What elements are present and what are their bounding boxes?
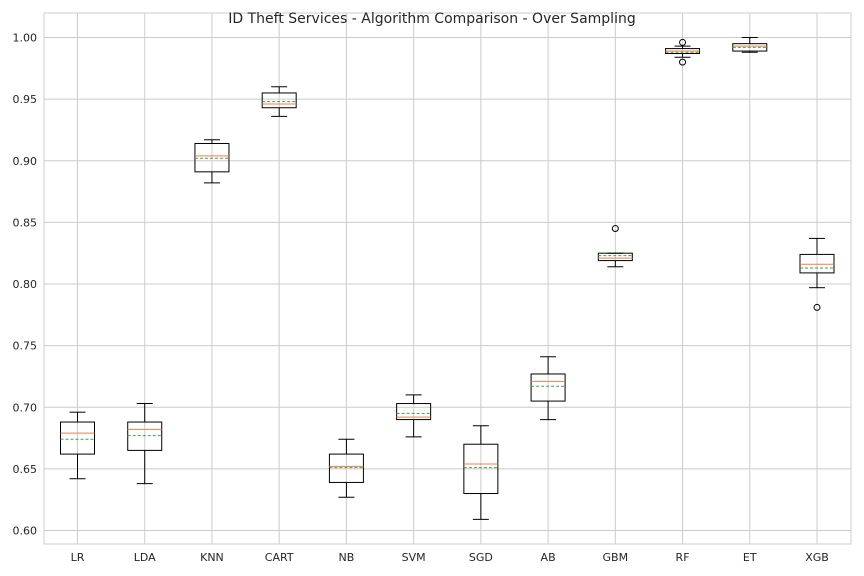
y-tick-labels: 0.60 0.65 0.70 0.75 0.80 0.85 0.90 0.95 1.00 [13,32,38,538]
iqr-box [530,373,566,402]
iqr-box [396,403,432,421]
y-tick-label: 0.75 [13,340,38,353]
outlier-point [813,303,821,311]
y-tick-label: 0.90 [13,155,38,168]
box-lda [127,403,163,485]
box-gbm [597,225,633,268]
y-tick-label: 0.70 [13,401,38,414]
outlier-point [679,58,687,66]
x-tick-label: LDA [134,551,156,564]
box-cart [261,86,297,117]
y-tick-label: 0.80 [13,278,38,291]
iqr-box [127,421,163,451]
outlier-point [679,38,687,46]
y-tick-label: 0.85 [13,216,38,229]
box-knn [194,139,230,184]
x-tick-label: CART [265,551,294,564]
x-tick-label: XGB [805,551,829,564]
iqr-box [60,421,95,455]
y-tick-label: 0.60 [13,525,38,538]
plot-frame [43,12,852,545]
iqr-box [597,252,633,262]
box-rf [665,38,701,66]
iqr-box [463,443,499,495]
chart-title: ID Theft Services - Algorithm Comparison… [228,11,635,27]
y-tick-label: 0.65 [13,463,38,476]
x-tick-label: GBM [603,551,629,564]
x-tick-label: SGD [469,551,493,564]
box-layer [60,37,835,520]
iqr-box [799,253,835,274]
grid-layer [44,13,851,544]
x-tick-label: SVM [402,551,426,564]
box-xgb [799,237,835,311]
y-tick-label: 1.00 [13,32,38,45]
box-svm [396,394,432,438]
box-lr [60,411,95,480]
x-tick-labels: LR LDA KNN CART NB SVM SGD AB GBM RF ET XGB [71,551,829,564]
x-tick-label: NB [339,551,355,564]
outlier-point [611,225,619,233]
x-tick-label: ET [743,551,757,564]
box-ab [530,356,566,421]
x-tick-label: RF [676,551,690,564]
x-tick-label: LR [71,551,85,564]
box-sgd [463,425,499,520]
box-et [732,37,768,53]
iqr-box [328,453,364,483]
iqr-box [194,142,230,173]
y-tick-label: 0.95 [13,93,38,106]
x-tick-label: AB [541,551,556,564]
box-nb [328,438,364,498]
iqr-box [261,92,297,109]
x-tick-label: KNN [200,551,224,564]
